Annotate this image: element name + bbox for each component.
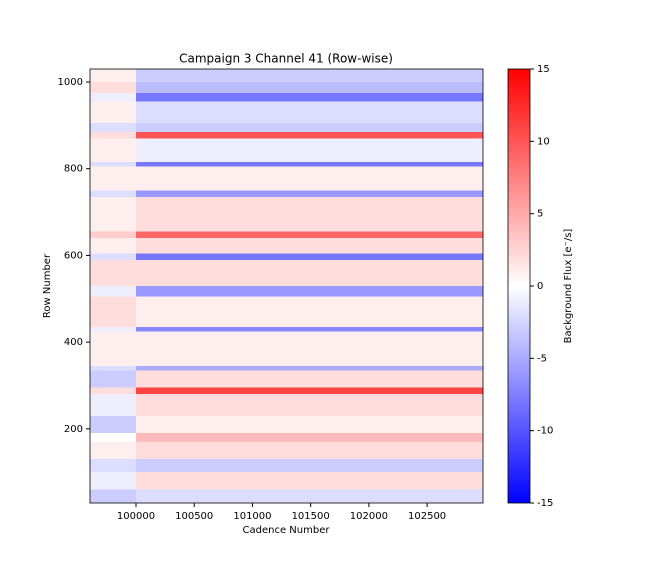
colorbar-tick-label: -15 <box>537 498 553 509</box>
heat-cell <box>90 196 136 232</box>
heat-cell <box>135 285 484 297</box>
heat-cell <box>135 162 484 167</box>
heat-cell <box>135 238 484 254</box>
heat-cell <box>135 190 484 197</box>
heat-cell <box>135 123 484 132</box>
heat-cell <box>90 162 136 167</box>
heat-cell <box>135 92 484 102</box>
y-tick-label: 1000 <box>58 77 83 88</box>
heat-cell <box>135 253 484 260</box>
colorbar-tick-label: 5 <box>537 209 543 220</box>
heat-cell <box>135 131 484 139</box>
heat-cell <box>135 259 484 286</box>
heat-cell <box>90 296 136 327</box>
colorbar-label: Background Flux [e⁻/s] <box>563 229 574 344</box>
heat-cell <box>90 82 136 93</box>
heat-cell <box>90 285 136 297</box>
x-tick-label: 102500 <box>408 511 446 522</box>
y-tick-label: 800 <box>64 164 83 175</box>
heat-cell <box>90 238 136 254</box>
heat-cell <box>90 365 136 371</box>
heat-cell <box>135 489 484 503</box>
x-tick-label: 102000 <box>350 511 388 522</box>
heat-cell <box>135 231 484 239</box>
heat-cell <box>135 441 484 460</box>
heat-cell <box>135 326 484 332</box>
y-axis-label: Row Number <box>42 253 53 318</box>
heat-cell <box>90 131 136 139</box>
heat-cell <box>90 441 136 460</box>
heat-cell <box>135 472 484 490</box>
colorbar-tick-label: -10 <box>537 426 553 437</box>
heat-cell <box>90 69 136 83</box>
heat-cell <box>90 166 136 191</box>
chart-title: Campaign 3 Channel 41 (Row-wise) <box>179 52 393 66</box>
heat-cell <box>90 370 136 388</box>
y-tick-label: 200 <box>64 424 83 435</box>
heat-cell <box>135 196 484 232</box>
heat-cell <box>135 82 484 93</box>
heat-cell <box>135 365 484 371</box>
heat-cell <box>90 387 136 395</box>
heat-cell <box>90 231 136 239</box>
heat-cell <box>135 387 484 395</box>
colorbar-tick-label: 0 <box>537 281 543 292</box>
heat-cell <box>90 433 136 442</box>
x-axis-label: Cadence Number <box>243 525 331 536</box>
colorbar-tick-label: 10 <box>537 136 550 147</box>
heat-cell <box>90 101 136 124</box>
heat-cell <box>90 259 136 286</box>
y-tick-label: 600 <box>64 250 83 261</box>
x-tick-label: 101000 <box>233 511 271 522</box>
heat-cell <box>90 92 136 102</box>
heat-cell <box>135 415 484 434</box>
heat-cell <box>90 123 136 132</box>
y-tick-label: 400 <box>64 337 83 348</box>
heat-cell <box>135 138 484 163</box>
heat-cell <box>90 326 136 332</box>
heat-cell <box>90 394 136 416</box>
heat-cell <box>135 433 484 442</box>
heat-cell <box>135 166 484 191</box>
colorbar-tick-label: 15 <box>537 64 550 75</box>
plot-frame <box>89 68 484 504</box>
heat-cell <box>90 138 136 163</box>
heat-cell <box>135 69 484 83</box>
colorbar-tick-label: -5 <box>537 353 547 364</box>
heat-cell <box>90 459 136 473</box>
heat-cell <box>90 415 136 434</box>
heat-cell <box>135 331 484 366</box>
colorbar <box>507 68 531 504</box>
heat-cell <box>90 253 136 260</box>
x-tick-label: 100000 <box>117 511 155 522</box>
heat-cell <box>90 489 136 503</box>
x-tick-label: 101500 <box>292 511 330 522</box>
heat-cell <box>90 190 136 197</box>
heat-cell <box>90 331 136 366</box>
heat-cell <box>135 296 484 327</box>
heat-cell <box>135 459 484 473</box>
x-tick-label: 100500 <box>175 511 213 522</box>
heat-cell <box>135 101 484 124</box>
heat-cell <box>90 472 136 490</box>
heat-cell <box>135 370 484 388</box>
heat-cell <box>135 394 484 416</box>
